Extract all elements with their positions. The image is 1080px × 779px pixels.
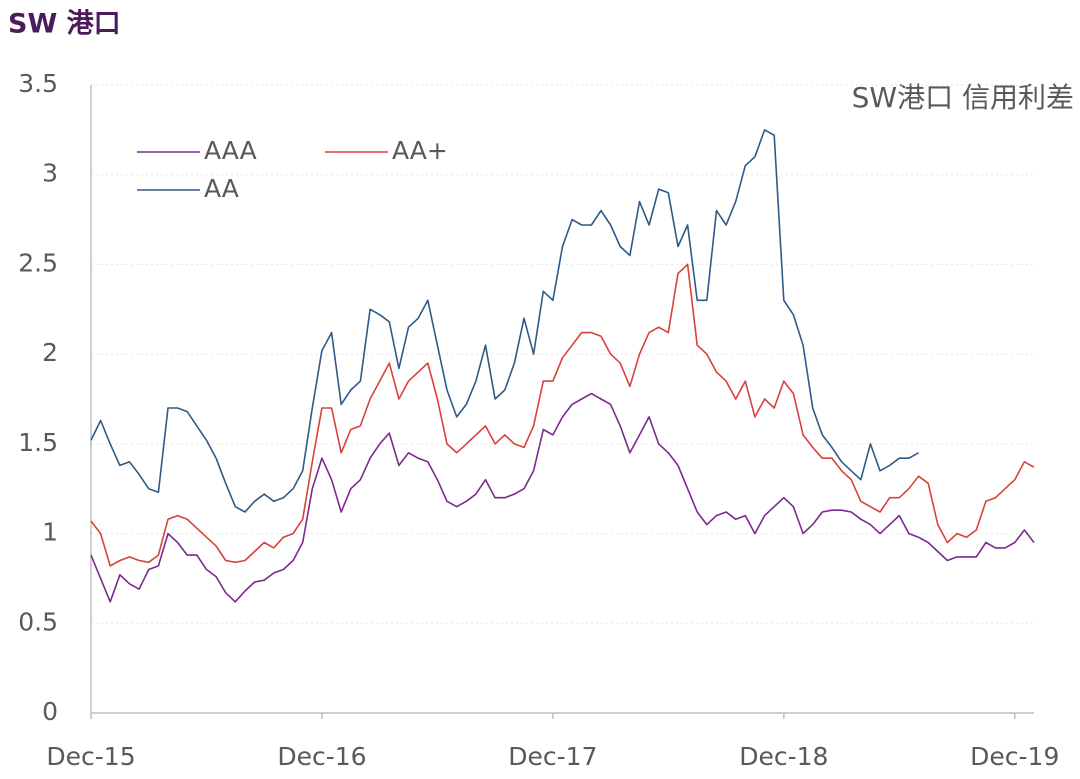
y-tick-label: 1 (42, 518, 58, 547)
y-tick-label: 0.5 (18, 607, 58, 636)
y-tick-label: 0 (42, 697, 58, 726)
series-line (90, 392, 1035, 603)
x-tick-label: Dec-15 (46, 742, 135, 771)
x-tick-label: Dec-19 (970, 742, 1059, 771)
annotation: SW港口 信用利差 (852, 81, 1074, 114)
series-line (90, 263, 1035, 567)
y-tick-label: 2 (42, 338, 58, 367)
y-tick-label: 2.5 (18, 248, 58, 277)
x-tick-label: Dec-17 (508, 742, 597, 771)
y-tick-label: 3 (42, 159, 58, 188)
legend-label: AAA (204, 136, 257, 165)
legend-label: AA (204, 174, 239, 203)
x-tick-label: Dec-16 (277, 742, 366, 771)
y-tick-label: 3.5 (18, 69, 58, 98)
x-tick-label: Dec-18 (739, 742, 828, 771)
series-line (90, 129, 919, 513)
legend-label: AA+ (392, 136, 448, 165)
y-tick-label: 1.5 (18, 428, 58, 457)
chart-title: SW 港口 (8, 9, 121, 40)
